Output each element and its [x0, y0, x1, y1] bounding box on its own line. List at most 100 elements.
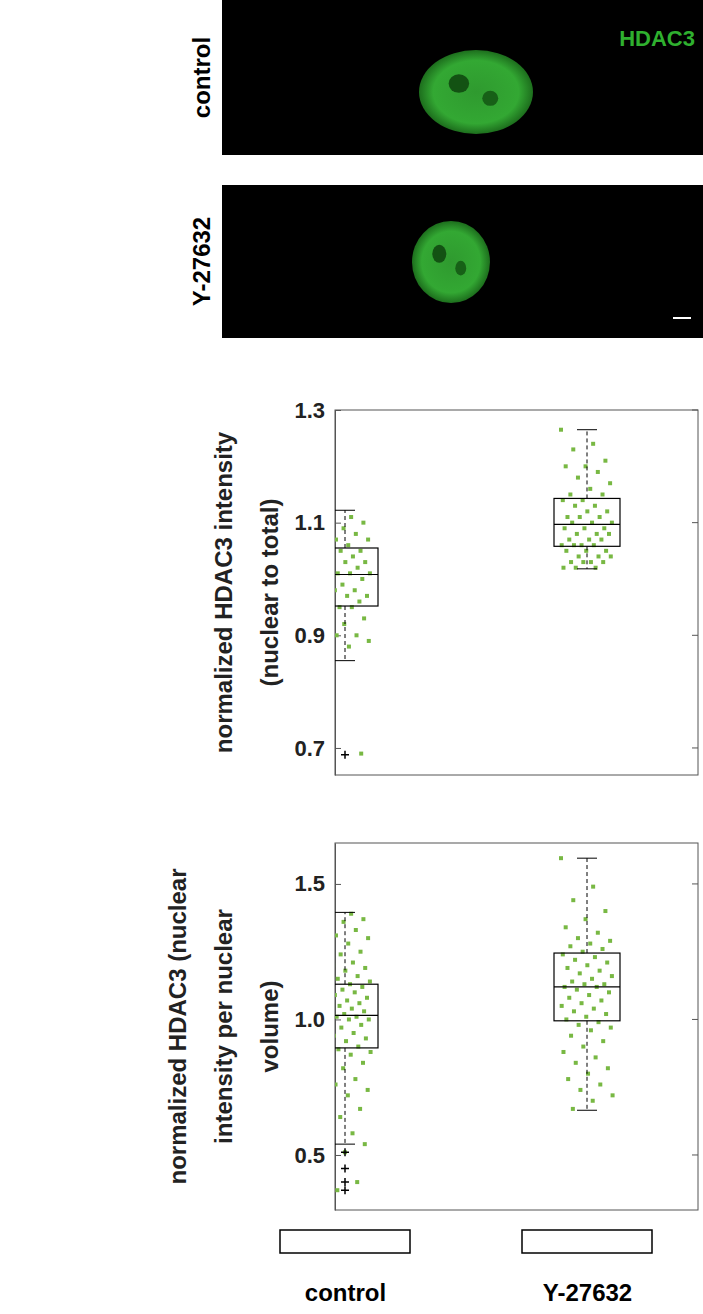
whisker-cap [335, 660, 355, 661]
tick: 0.9 [294, 623, 341, 648]
data-point [587, 993, 591, 997]
data-point [591, 442, 595, 446]
data-point [605, 961, 609, 965]
data-point [582, 982, 586, 986]
data-point [363, 1142, 367, 1146]
category-label: control [305, 1279, 386, 1306]
data-point [360, 577, 364, 581]
data-point [357, 600, 361, 604]
data-point [590, 977, 594, 981]
tick: 1.3 [294, 398, 341, 423]
data-point [577, 1023, 581, 1027]
data-point [358, 1107, 362, 1111]
whisker-lower [345, 606, 346, 661]
data-point [561, 1050, 565, 1054]
nucleus [412, 221, 490, 303]
image-panel [222, 185, 703, 338]
data-point [567, 996, 571, 1000]
box [335, 510, 378, 758]
tick: control [305, 1279, 386, 1306]
data-point [563, 526, 567, 530]
tick-mark [692, 1019, 698, 1020]
data-point [564, 925, 568, 929]
tick-label: 1.0 [294, 1007, 325, 1032]
data-point [584, 1015, 588, 1019]
data-point [601, 492, 605, 496]
data-point [607, 532, 611, 536]
data-point [340, 988, 344, 992]
data-point [588, 942, 592, 946]
data-point [356, 974, 360, 978]
tick-mark [692, 522, 698, 523]
data-point [356, 566, 360, 570]
tick-mark [692, 747, 698, 748]
data-point [346, 942, 350, 946]
data-point [345, 594, 349, 598]
data-point [602, 526, 606, 530]
data-point [588, 487, 592, 491]
data-point [569, 560, 573, 564]
y-axis-title-group: normalized HDAC3 (nuclearintensity per n… [164, 868, 283, 1184]
tick-mark [692, 635, 698, 636]
whisker-cap [577, 1110, 597, 1111]
whisker-cap [577, 858, 597, 859]
data-point [601, 947, 605, 951]
data-point [367, 1017, 371, 1021]
row-label: Y-27632 [188, 217, 215, 306]
data-point [335, 554, 336, 558]
data-point [369, 1050, 373, 1054]
data-point [559, 428, 563, 432]
data-point [607, 990, 611, 994]
data-point [355, 633, 359, 637]
data-point [603, 909, 607, 913]
data-point [584, 549, 588, 553]
tick-label: 0.9 [294, 623, 325, 648]
data-point [363, 966, 367, 970]
y-axis: 0.51.01.5 [294, 844, 341, 1211]
data-point [349, 1053, 353, 1057]
outlier [341, 1178, 349, 1186]
data-point [604, 1012, 608, 1016]
median [335, 574, 378, 575]
data-point [585, 509, 589, 513]
tick: 1.0 [294, 1007, 341, 1032]
data-point [595, 532, 599, 536]
data-point [363, 560, 367, 564]
data-point [364, 1036, 368, 1040]
data-point [359, 1023, 363, 1027]
data-point [598, 1083, 602, 1087]
data-point [339, 1026, 343, 1030]
data-point [569, 1034, 573, 1038]
data-point [593, 955, 597, 959]
data-point [575, 532, 579, 536]
data-point [575, 988, 579, 992]
data-point [601, 1039, 605, 1043]
box-body [335, 548, 378, 606]
data-point [603, 459, 607, 463]
data-point [589, 1028, 593, 1032]
data-point [581, 1045, 585, 1049]
data-point [362, 1009, 366, 1013]
whisker-upper [345, 912, 346, 984]
y-axis-title-group: normalized HDAC3 intensity(nuclear to to… [210, 431, 283, 753]
tick-mark [692, 410, 698, 411]
data-point [605, 509, 609, 513]
data-point [587, 538, 591, 542]
data-point [591, 1099, 595, 1103]
data-point [598, 969, 602, 973]
whisker-cap [577, 429, 597, 430]
data-point [591, 885, 595, 889]
box [554, 858, 620, 1110]
data-point [571, 898, 575, 902]
whisker-cap [335, 1144, 355, 1145]
tick-mark [335, 410, 341, 411]
data-point [601, 560, 605, 564]
data-point [349, 515, 353, 519]
data-point [335, 633, 339, 637]
data-point [570, 980, 574, 984]
data-point [582, 526, 586, 530]
data-point [578, 971, 582, 975]
data-point [368, 980, 372, 984]
data-point [572, 1009, 576, 1013]
data-point [571, 1107, 575, 1111]
